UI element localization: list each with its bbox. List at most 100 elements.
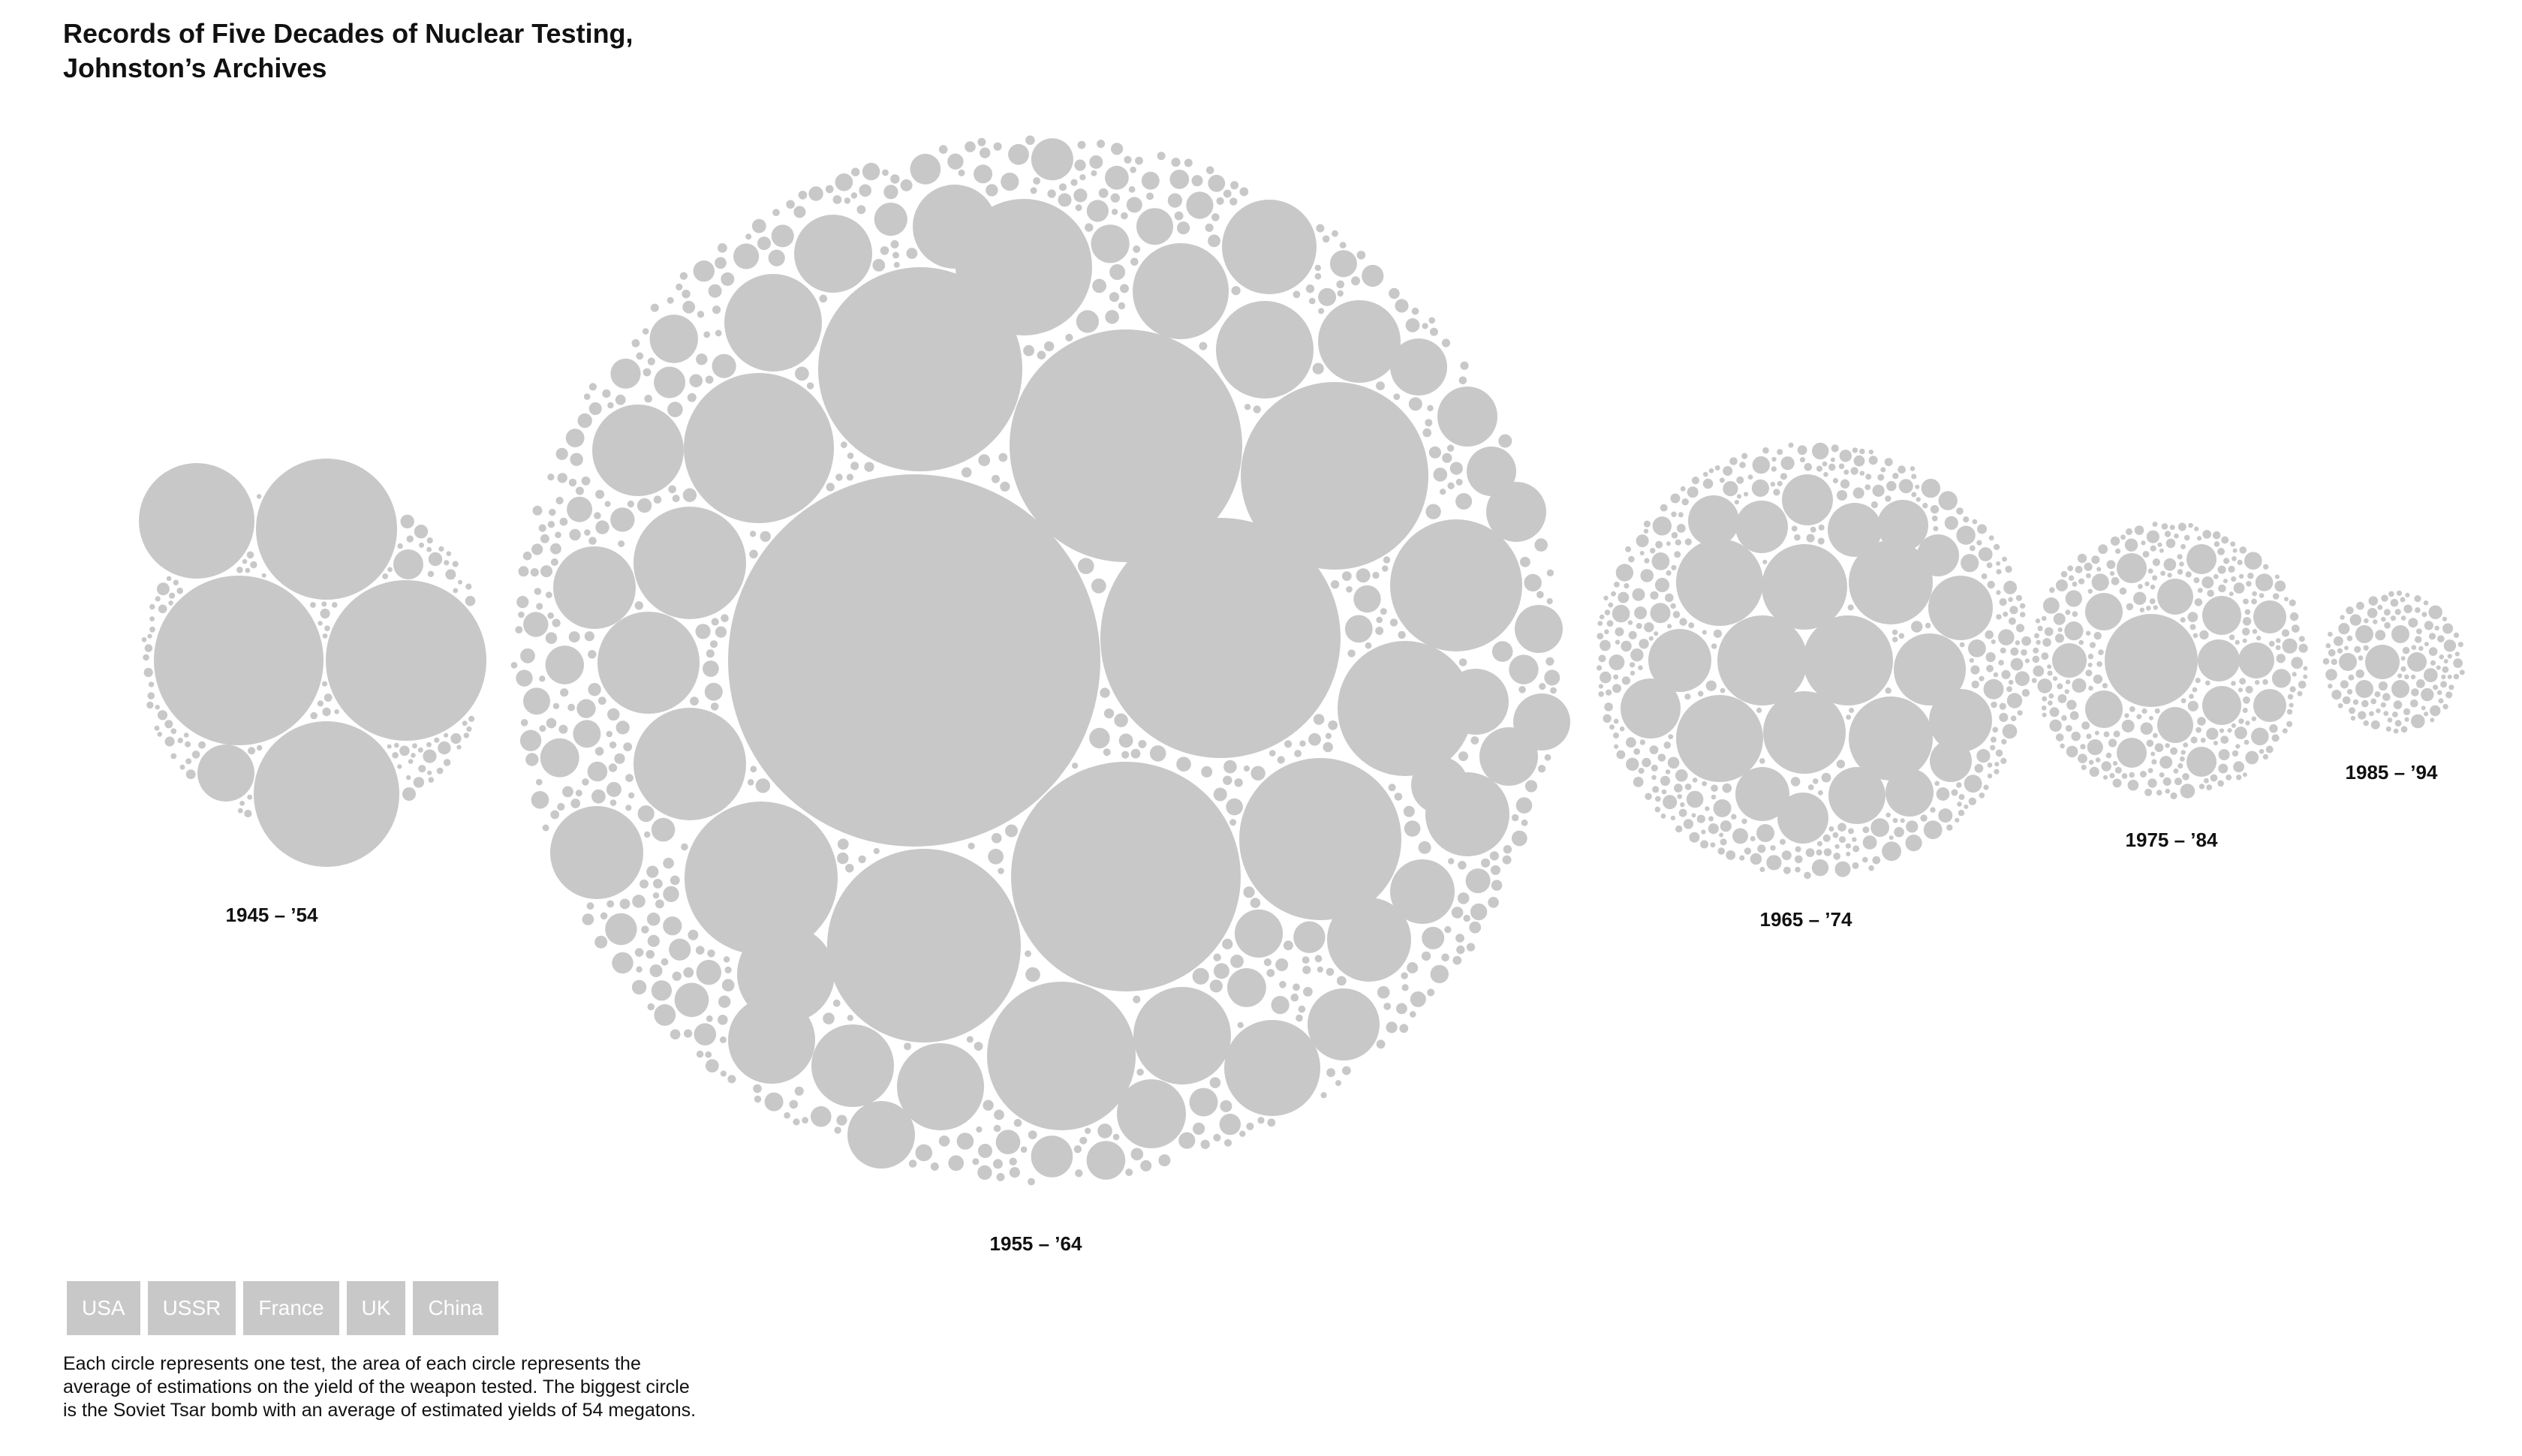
test-bubble <box>1085 1128 1091 1134</box>
test-bubble <box>1675 540 1681 546</box>
test-bubble <box>158 732 163 737</box>
test-bubble <box>1840 450 1852 462</box>
test-bubble <box>2087 739 2103 755</box>
test-bubble <box>2214 541 2220 547</box>
test-bubble <box>1331 580 1339 588</box>
test-bubble <box>1910 466 1916 471</box>
test-bubble <box>2049 720 2061 732</box>
test-bubble <box>562 787 573 798</box>
test-bubble <box>2259 593 2265 598</box>
test-bubble <box>2235 726 2247 739</box>
test-bubble <box>1434 468 1448 482</box>
test-bubble <box>851 192 857 198</box>
test-bubble <box>1945 516 1958 530</box>
test-bubble <box>540 739 579 778</box>
test-bubble <box>1491 880 1502 890</box>
test-bubble <box>1302 956 1310 964</box>
test-bubble <box>1010 1158 1017 1166</box>
test-bubble <box>2239 678 2246 684</box>
test-bubble <box>1342 571 1352 581</box>
test-bubble <box>670 1029 681 1039</box>
test-bubble <box>811 1024 894 1107</box>
filter-china-button[interactable]: China <box>413 1281 498 1335</box>
test-bubble <box>2066 679 2070 684</box>
test-bubble <box>434 738 439 743</box>
test-bubble <box>1220 1100 1232 1112</box>
test-bubble <box>1318 288 1336 306</box>
test-bubble <box>547 474 554 480</box>
test-bubble <box>445 569 456 579</box>
test-bubble <box>438 546 444 552</box>
test-bubble <box>1969 798 1976 805</box>
test-bubble <box>1481 859 1490 868</box>
test-bubble <box>1615 627 1624 636</box>
test-bubble <box>1135 157 1143 165</box>
test-bubble <box>334 709 339 714</box>
test-bubble <box>697 311 704 317</box>
test-bubble <box>1961 554 1979 572</box>
test-bubble <box>2235 640 2240 645</box>
test-bubble <box>2096 661 2102 667</box>
test-bubble <box>2404 675 2409 680</box>
test-bubble <box>186 769 196 779</box>
test-bubble <box>2113 761 2117 766</box>
test-bubble <box>1441 954 1449 962</box>
test-bubble <box>2198 588 2203 593</box>
test-bubble <box>1430 328 1438 336</box>
test-bubble <box>685 802 838 955</box>
test-bubble <box>1109 264 1125 280</box>
test-bubble <box>1294 750 1302 757</box>
test-bubble <box>1998 660 2004 666</box>
test-bubble <box>521 719 528 726</box>
test-bubble <box>1118 302 1125 309</box>
test-bubble <box>2016 595 2022 601</box>
test-bubble <box>1750 853 1762 865</box>
test-bubble <box>2288 694 2293 699</box>
test-bubble <box>576 487 584 495</box>
test-bubble <box>1621 678 1681 739</box>
test-bubble <box>793 1118 799 1125</box>
test-bubble <box>2195 598 2203 606</box>
test-bubble <box>2238 560 2243 565</box>
test-bubble <box>418 765 426 772</box>
test-bubble <box>1199 342 1207 350</box>
test-bubble <box>1210 1077 1221 1088</box>
test-bubble <box>1988 763 1993 768</box>
test-bubble <box>1105 166 1129 190</box>
test-bubble <box>518 612 525 618</box>
test-bubble <box>2066 699 2076 709</box>
test-bubble <box>635 601 643 609</box>
test-bubble <box>1399 1024 1408 1033</box>
test-bubble <box>661 958 669 966</box>
test-bubble <box>2239 546 2247 554</box>
test-bubble <box>1840 480 1849 489</box>
filter-ussr-button[interactable]: USSR <box>148 1281 236 1335</box>
filter-usa-button[interactable]: USA <box>67 1281 140 1335</box>
test-bubble <box>1650 548 1655 553</box>
test-bubble <box>149 681 154 687</box>
test-bubble <box>987 982 1136 1130</box>
test-bubble <box>650 964 663 977</box>
filter-uk-button[interactable]: UK <box>347 1281 406 1335</box>
test-bubble <box>1813 778 1819 784</box>
filter-france-button[interactable]: France <box>243 1281 339 1335</box>
test-bubble <box>438 742 450 754</box>
test-bubble <box>1991 639 1996 644</box>
test-bubble <box>1452 907 1464 919</box>
test-bubble <box>1994 672 1999 678</box>
test-bubble <box>540 534 549 543</box>
test-bubble <box>890 174 899 183</box>
test-bubble <box>588 650 596 658</box>
test-bubble <box>647 913 661 926</box>
test-bubble <box>1655 796 1661 802</box>
test-bubble <box>549 509 555 516</box>
test-bubble <box>1655 578 1669 592</box>
test-bubble <box>1771 457 1776 462</box>
test-bubble <box>1104 708 1114 718</box>
test-bubble <box>1808 784 1814 790</box>
test-bubble <box>444 560 449 565</box>
test-bubble <box>2061 571 2068 578</box>
test-bubble <box>1723 481 1738 496</box>
test-bubble <box>2159 549 2164 553</box>
test-bubble <box>2036 640 2040 645</box>
